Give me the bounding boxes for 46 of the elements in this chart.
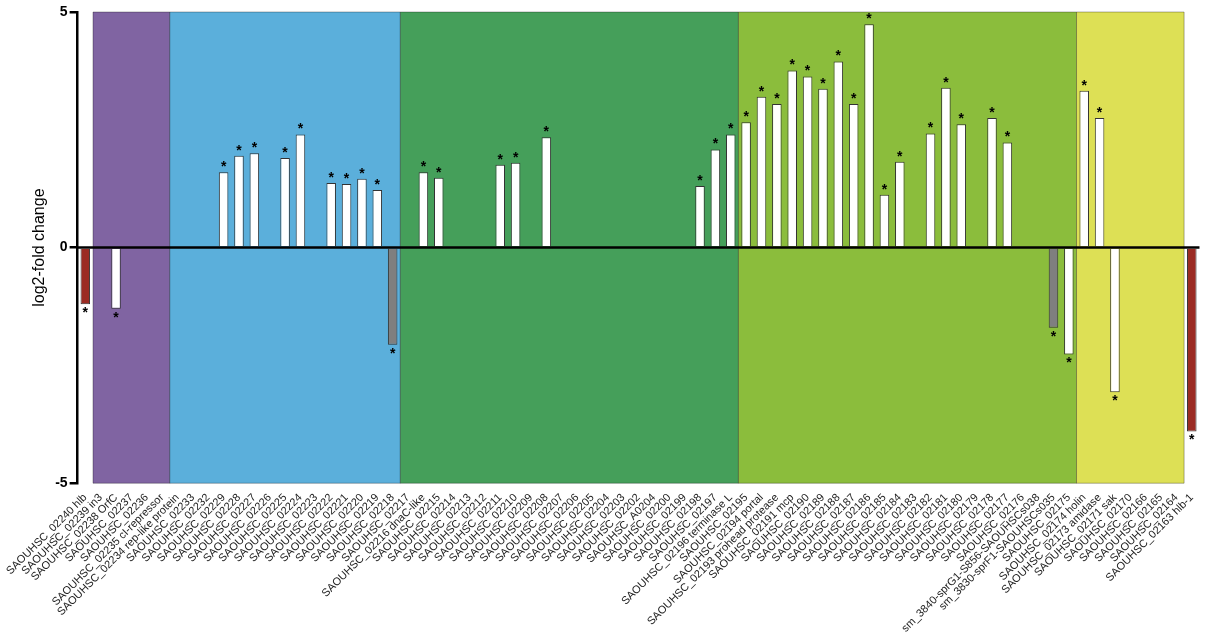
data-label: * — [82, 304, 89, 321]
data-label: * — [436, 163, 443, 180]
data-label: * — [543, 123, 550, 140]
data-label: * — [820, 74, 827, 91]
data-label: * — [697, 171, 704, 188]
data-label: * — [850, 89, 857, 106]
data-label: * — [113, 308, 120, 325]
data-label: * — [943, 73, 950, 90]
data-label: * — [758, 82, 765, 99]
data-label: * — [897, 147, 904, 164]
data-label: * — [497, 150, 504, 167]
data-label: * — [1066, 354, 1073, 371]
data-label: * — [835, 47, 842, 64]
y-tick-label: -5 — [55, 474, 68, 491]
data-label: * — [989, 103, 996, 120]
y-axis-title: log2-fold change — [29, 188, 47, 307]
data-label: * — [866, 10, 873, 27]
data-label: * — [958, 110, 965, 127]
data-label: * — [804, 62, 811, 79]
data-label: * — [789, 56, 796, 73]
data-label: * — [359, 164, 366, 181]
data-label: * — [774, 89, 781, 106]
data-label: * — [712, 135, 719, 152]
data-label: * — [1004, 128, 1011, 145]
data-label: * — [1096, 103, 1103, 120]
data-label: * — [389, 344, 396, 361]
data-label: * — [420, 158, 427, 175]
data-label: * — [220, 158, 227, 175]
y-tick-label: 0 — [59, 238, 68, 255]
data-label: * — [1081, 76, 1088, 93]
data-label: * — [297, 120, 304, 137]
data-label: * — [328, 168, 335, 185]
data-label: * — [1050, 327, 1057, 344]
data-label: * — [251, 139, 258, 156]
data-label: * — [1189, 431, 1196, 448]
data-label: * — [512, 148, 519, 165]
y-tick-label: 5 — [59, 2, 68, 19]
data-label: * — [881, 180, 888, 197]
data-label: * — [374, 175, 381, 192]
data-label: * — [282, 143, 289, 160]
data-label: * — [1112, 392, 1119, 409]
data-label: * — [927, 119, 934, 136]
data-label: * — [343, 169, 350, 186]
data-label: * — [236, 141, 243, 158]
data-label: * — [743, 108, 750, 125]
data-label: * — [728, 120, 735, 137]
